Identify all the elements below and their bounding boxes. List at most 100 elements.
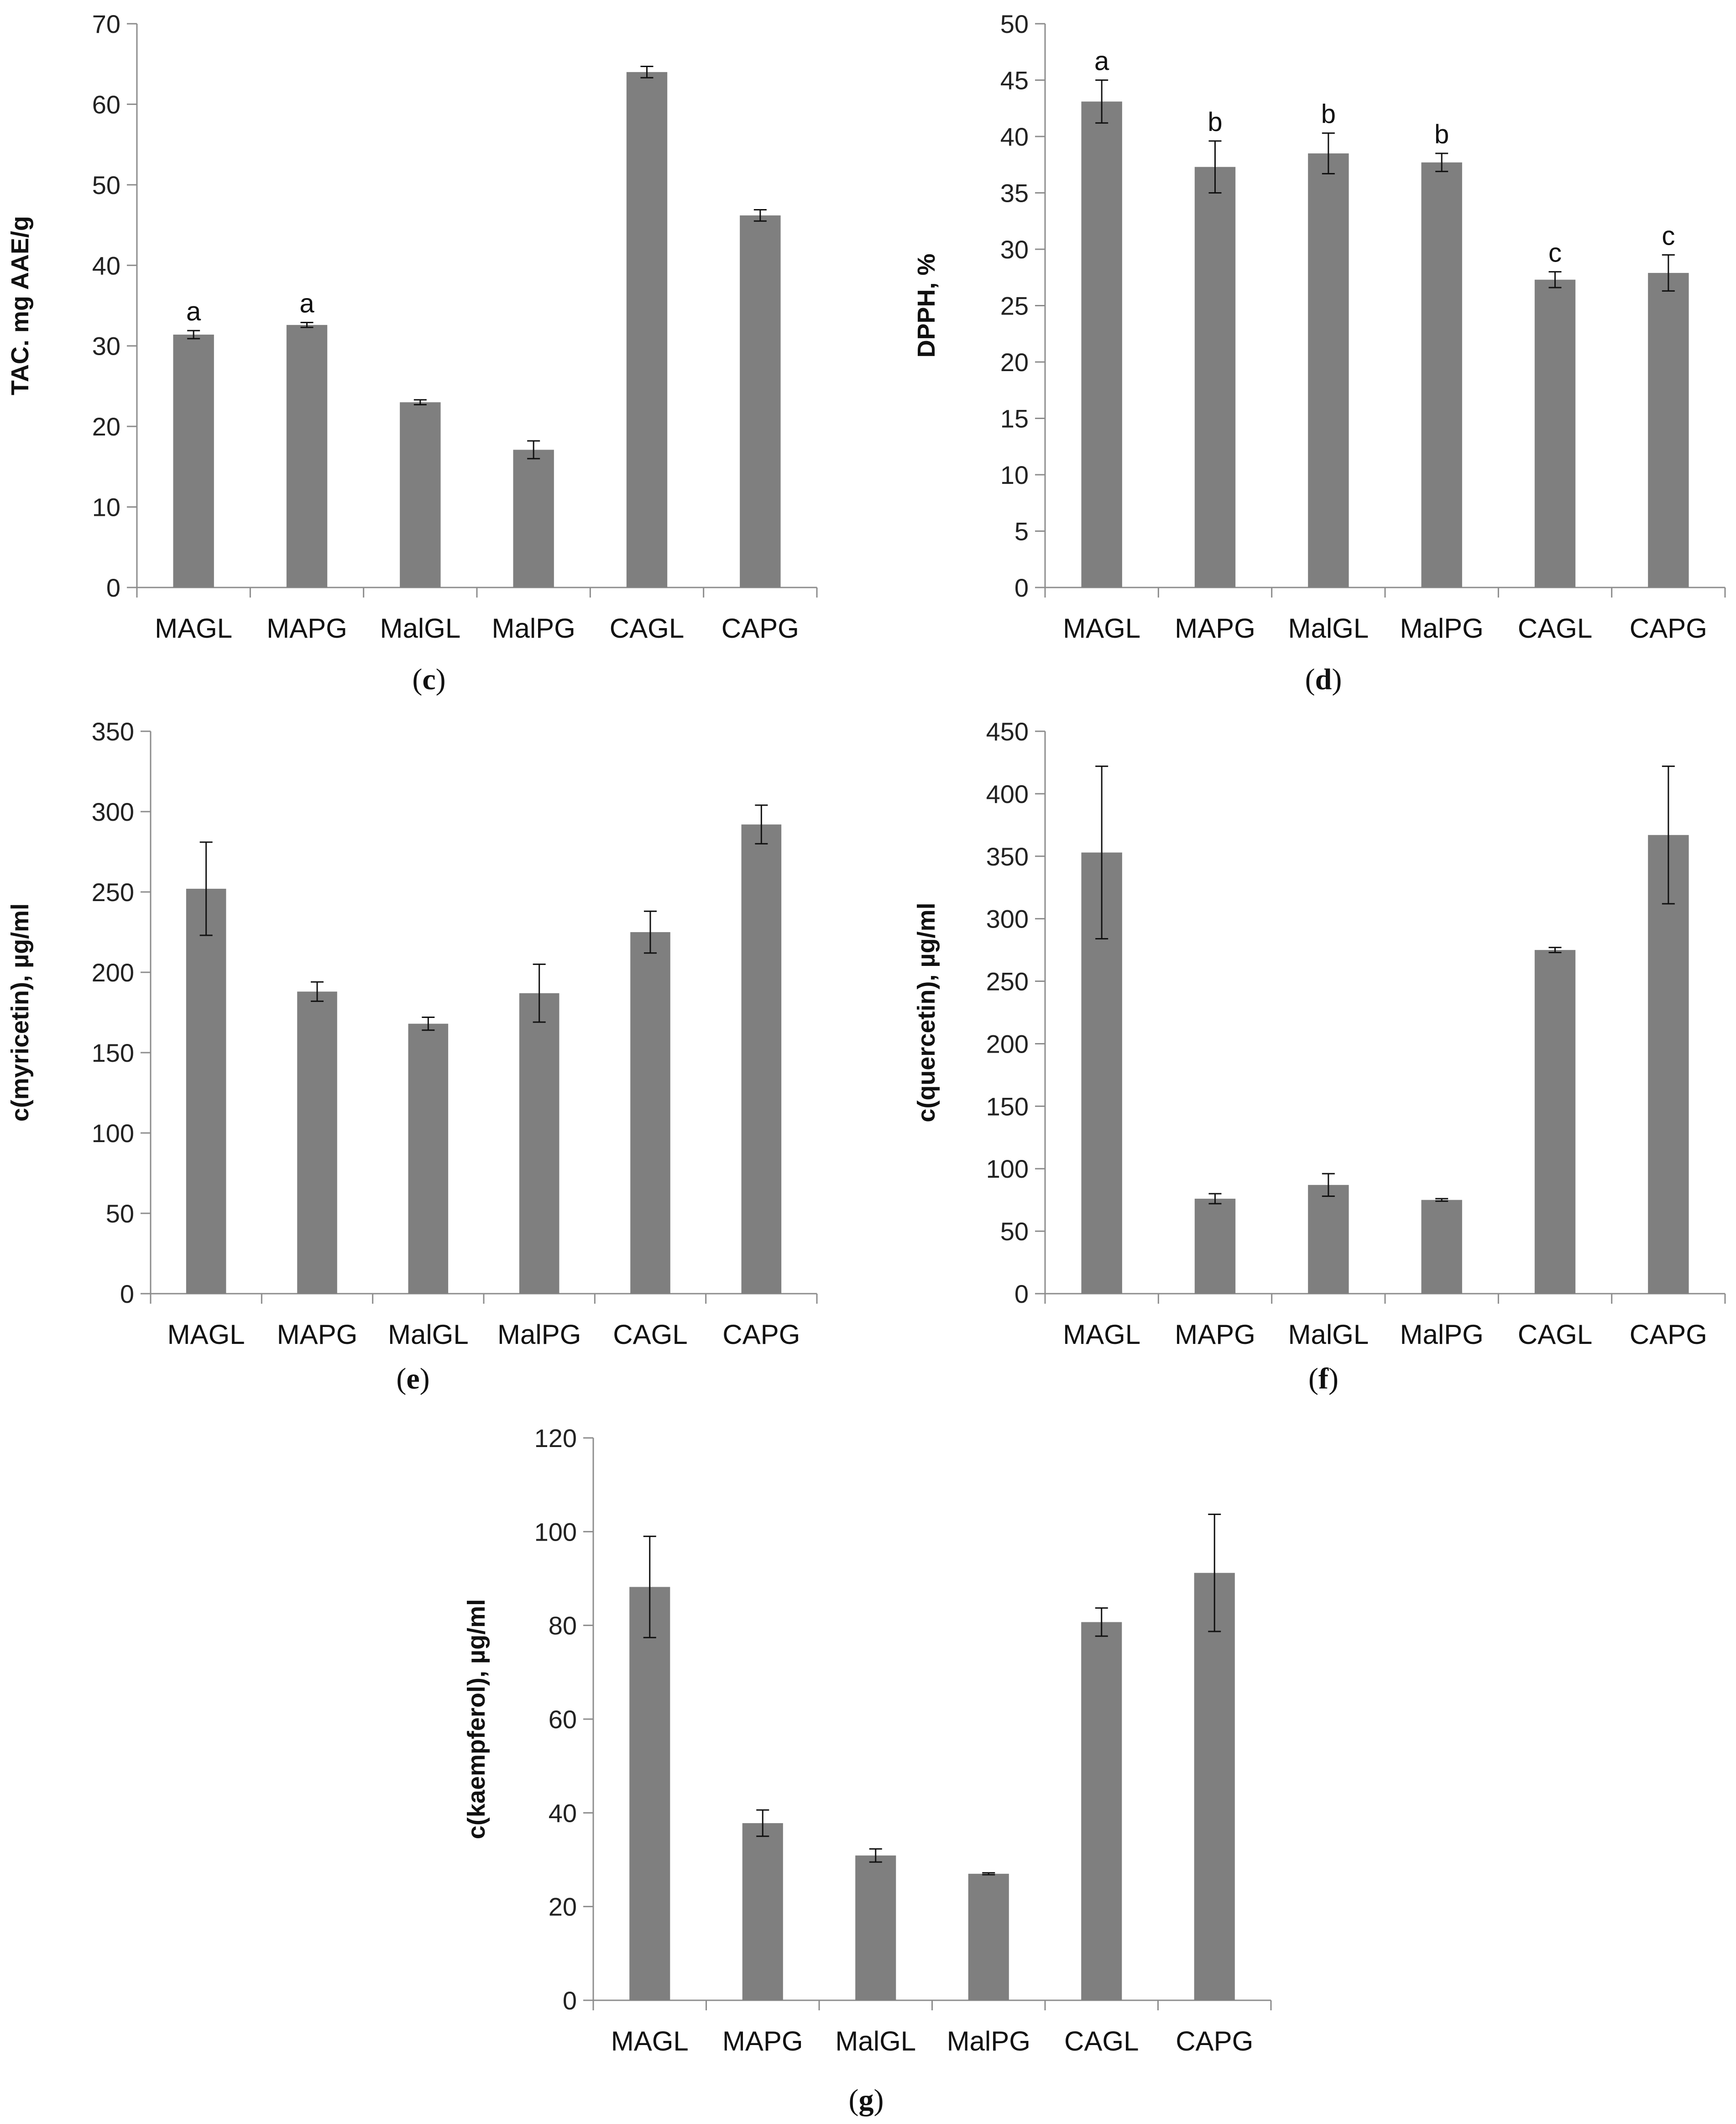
y-tick-label: 50	[1000, 1217, 1029, 1246]
bar-MalPG	[513, 450, 554, 587]
bar-MalGL	[1308, 153, 1349, 587]
y-axis-title: TAC. mg AAE/g	[6, 216, 34, 395]
x-tick-label: MAGL	[155, 613, 232, 644]
bar-MAGL	[629, 1587, 670, 2000]
y-tick-label: 100	[534, 1517, 577, 1546]
significance-letter: c	[1548, 238, 1562, 267]
bar-MAPG	[297, 991, 337, 1294]
y-tick-label: 400	[986, 780, 1029, 808]
panel-label-letter: g	[859, 2083, 874, 2117]
x-tick-label: MalPG	[1400, 613, 1483, 644]
y-tick-label: 50	[106, 1199, 134, 1228]
bar-CAPG	[741, 824, 782, 1294]
bar-MalGL	[855, 1855, 896, 2000]
y-tick-label: 30	[1000, 235, 1029, 264]
significance-letter: a	[299, 289, 314, 319]
bar-MAGL	[186, 888, 226, 1294]
x-tick-label: MAGL	[1063, 613, 1140, 644]
bar-MalPG	[519, 993, 559, 1294]
y-tick-label: 10	[92, 493, 120, 522]
panel-label: (f)	[1308, 1362, 1339, 1395]
y-tick-label: 15	[1000, 404, 1029, 433]
significance-letter: c	[1662, 221, 1675, 251]
y-tick-label: 150	[986, 1092, 1029, 1121]
y-axis-title: c(quercetin), µg/ml	[913, 902, 940, 1122]
bar-CAGL	[1081, 1622, 1122, 2000]
panel-label-open-paren: (	[1308, 1362, 1318, 1395]
bar-MalPG	[1421, 1200, 1462, 1294]
x-tick-label: CAPG	[722, 613, 799, 644]
x-tick-label: MalPG	[1400, 1319, 1483, 1350]
bar-CAGL	[1534, 950, 1576, 1294]
y-tick-label: 150	[92, 1038, 134, 1067]
y-tick-label: 40	[92, 251, 120, 280]
y-tick-label: 200	[92, 958, 134, 987]
y-tick-label: 350	[92, 717, 134, 746]
y-tick-label: 60	[92, 90, 120, 119]
bar-MAPG	[1194, 167, 1236, 587]
panel-label-close-paren: )	[1332, 663, 1342, 696]
x-tick-label: MalPG	[497, 1319, 581, 1350]
y-tick-label: 70	[92, 10, 120, 38]
bar-MalGL	[1308, 1185, 1349, 1294]
bar-MAGL	[173, 335, 214, 587]
bar-MalPG	[1421, 162, 1462, 587]
y-tick-label: 250	[92, 878, 134, 907]
y-tick-label: 50	[92, 171, 120, 199]
x-tick-label: CAGL	[613, 1319, 687, 1350]
panel-label: (g)	[849, 2083, 884, 2117]
y-tick-label: 300	[986, 905, 1029, 934]
panel-label-open-paren: (	[396, 1362, 406, 1395]
y-tick-label: 10	[1000, 461, 1029, 489]
panel-label-close-paren: )	[874, 2083, 884, 2117]
x-tick-label: CAGL	[1518, 1319, 1592, 1350]
x-tick-label: MAPG	[1175, 1319, 1255, 1350]
panel-label-letter: d	[1315, 663, 1332, 696]
panel-label-open-paren: (	[1305, 663, 1315, 696]
bar-CAPG	[740, 215, 781, 587]
x-tick-label: MalGL	[1288, 613, 1369, 644]
bar-CAPG	[1194, 1573, 1235, 2000]
y-axis-title: DPPH, %	[913, 253, 940, 357]
chart-panel-f: 0 50 100 150 200 250 300 350 400 450 MAGL MAPG MalGL…	[913, 717, 1726, 1395]
panel-label-close-paren: )	[436, 663, 446, 696]
chart-panel-d: 0 5 10 15 20 25 30 35 40 45 50 a MAGL b MAPG b MalGL b Mal…	[913, 10, 1726, 696]
panel-label: (c)	[412, 663, 445, 696]
x-tick-label: CAGL	[1518, 613, 1592, 644]
panel-label-open-paren: (	[849, 2083, 859, 2117]
bar-CAPG	[1648, 835, 1689, 1294]
y-tick-label: 60	[549, 1705, 577, 1734]
panel-label-close-paren: )	[1328, 1362, 1339, 1395]
chart-panel-g: 0 20 40 60 80 100 120 MAGL MAPG MalGL MalPG CAGL CAP…	[463, 1424, 1272, 2117]
x-tick-label: MAPG	[267, 613, 347, 644]
panel-label-open-paren: (	[412, 663, 422, 696]
x-tick-label: MAGL	[167, 1319, 245, 1350]
significance-letter: b	[1321, 100, 1336, 129]
y-tick-label: 40	[549, 1799, 577, 1827]
y-tick-label: 450	[986, 717, 1029, 746]
x-tick-label: MalGL	[388, 1319, 469, 1350]
bar-CAGL	[1534, 279, 1576, 587]
panel-label-letter: c	[422, 663, 435, 696]
x-tick-label: CAPG	[722, 1319, 800, 1350]
y-tick-label: 20	[1000, 348, 1029, 377]
y-tick-label: 45	[1000, 66, 1029, 95]
x-tick-label: MAGL	[611, 2026, 689, 2056]
x-tick-label: MalGL	[380, 613, 460, 644]
y-tick-label: 30	[92, 332, 120, 361]
y-tick-label: 50	[1000, 10, 1029, 38]
x-tick-label: CAPG	[1176, 2026, 1253, 2056]
y-tick-label: 250	[986, 967, 1029, 996]
y-tick-label: 35	[1000, 179, 1029, 208]
x-tick-label: MAPG	[1175, 613, 1255, 644]
bar-MalGL	[400, 402, 441, 587]
panel-label-close-paren: )	[420, 1362, 430, 1395]
significance-letter: a	[1094, 47, 1109, 76]
y-axis-title: c(kaempferol), µg/ml	[463, 1599, 490, 1839]
significance-letter: b	[1434, 120, 1449, 149]
x-tick-label: MalGL	[1288, 1319, 1369, 1350]
y-tick-label: 0	[1014, 1280, 1029, 1308]
bar-CAGL	[626, 72, 668, 587]
y-tick-label: 0	[1014, 573, 1029, 602]
